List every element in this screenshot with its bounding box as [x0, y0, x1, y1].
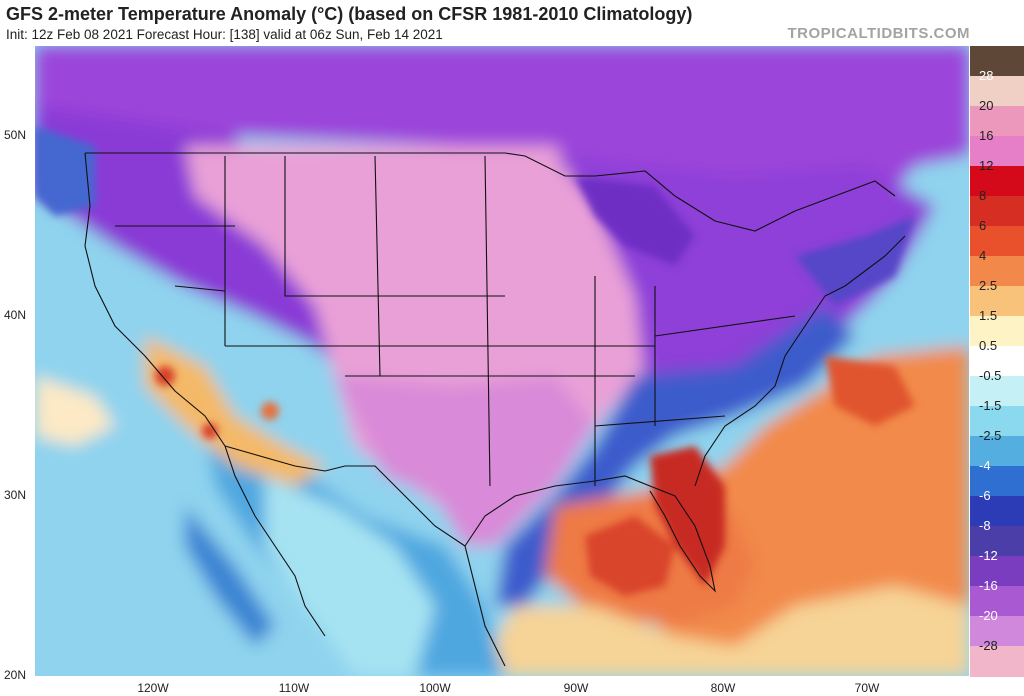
color-legend-band	[970, 466, 1024, 497]
lat-label-30n: 30N	[4, 488, 27, 502]
color-legend-band	[970, 316, 1024, 347]
color-legend-label: -6	[979, 488, 991, 503]
lon-label-110w: 110W	[278, 681, 310, 695]
color-legend-band	[970, 346, 1024, 377]
color-legend-band	[970, 196, 1024, 227]
color-legend-label: 28	[979, 68, 994, 83]
color-legend-label: -8	[979, 518, 991, 533]
color-legend-label: 0.5	[979, 338, 998, 353]
lon-label-80w: 80W	[710, 681, 736, 695]
lon-label-90w: 90W	[563, 681, 589, 695]
color-legend-label: -2.5	[979, 428, 1002, 443]
map-subtitle: Init: 12z Feb 08 2021 Forecast Hour: [13…	[6, 27, 443, 42]
color-legend-band	[970, 526, 1024, 557]
color-legend-band	[970, 286, 1024, 317]
lon-label-100w: 100W	[419, 681, 451, 695]
brand-watermark: TROPICALTIDBITS.COM	[787, 25, 970, 42]
color-legend-label: 1.5	[979, 308, 998, 323]
temperature-anomaly-map	[35, 46, 969, 676]
lon-label-120w: 120W	[137, 681, 169, 695]
lat-label-20n: 20N	[4, 668, 27, 682]
color-legend-band	[970, 256, 1024, 287]
color-legend: 28 20 16 12 8 6 4 2.5 1.5 0.5 -0.5 -1.5 -2.5 -4 -6 -8 -1…	[970, 46, 1024, 677]
color-legend-label: 4	[979, 248, 987, 263]
color-legend-band	[970, 166, 1024, 197]
color-legend-band	[970, 376, 1024, 407]
color-legend-band	[970, 556, 1024, 587]
color-legend-band	[970, 436, 1024, 467]
color-legend-band	[970, 136, 1024, 167]
lat-label-40n: 40N	[4, 308, 27, 322]
color-legend-label: 2.5	[979, 278, 998, 293]
color-legend-label: 16	[979, 128, 994, 143]
color-legend-label: -4	[979, 458, 991, 473]
color-legend-band	[970, 46, 1024, 77]
color-legend-band	[970, 586, 1024, 617]
color-legend-label: -0.5	[979, 368, 1002, 383]
map-title: GFS 2-meter Temperature Anomaly (°C) (ba…	[6, 4, 693, 24]
lon-label-70w: 70W	[854, 681, 880, 695]
color-legend-band	[970, 406, 1024, 437]
color-legend-label: -20	[979, 608, 998, 623]
lat-label-50n: 50N	[4, 128, 27, 142]
color-legend-label: 12	[979, 158, 994, 173]
color-legend-label: -16	[979, 578, 998, 593]
color-legend-label: 20	[979, 98, 994, 113]
color-legend-band	[970, 106, 1024, 137]
color-legend-label: -1.5	[979, 398, 1002, 413]
color-legend-band	[970, 76, 1024, 107]
color-legend-band	[970, 616, 1024, 647]
color-legend-label: 8	[979, 188, 987, 203]
color-legend-band	[970, 226, 1024, 257]
map-graphic	[35, 46, 969, 676]
color-legend-label: -28	[979, 638, 998, 653]
color-legend-label: -12	[979, 548, 998, 563]
boundary-lines	[84, 152, 906, 667]
color-legend-band	[970, 496, 1024, 527]
color-legend-label: 6	[979, 218, 987, 233]
color-legend-band	[970, 646, 1024, 677]
